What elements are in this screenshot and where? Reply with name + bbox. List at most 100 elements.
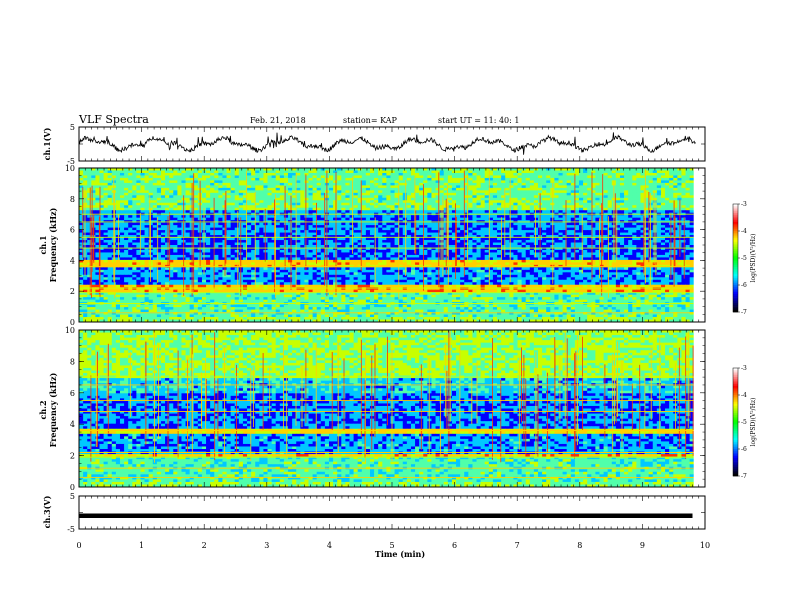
spectrogram-cell [390, 188, 395, 191]
spectrogram-cell [522, 173, 527, 176]
spectrogram-cell [686, 195, 691, 198]
spectrogram-cell [235, 170, 240, 173]
spectrogram-cell [173, 185, 178, 188]
spectrogram-cell [255, 180, 260, 183]
spectrogram-cell [382, 180, 387, 183]
spectrogram-cell [690, 178, 695, 181]
spectrogram-cell [665, 170, 670, 173]
spectrogram-cell [386, 193, 391, 196]
spectrogram-cell [218, 178, 223, 181]
spectrogram-cell [354, 180, 359, 183]
spectrogram-cell [649, 190, 654, 193]
spectrogram-cell [239, 190, 244, 193]
spectrogram-cell [440, 175, 445, 178]
spectrogram-cell [673, 193, 678, 196]
spectrogram-cell [358, 178, 363, 181]
spectrogram-cell [251, 173, 256, 176]
spectrogram-cell [124, 188, 129, 191]
spectrogram-cell [554, 173, 559, 176]
spectrogram-cell [206, 183, 211, 186]
spectrogram-cell [542, 190, 547, 193]
spectrogram-cell [362, 188, 367, 191]
spectrogram-cell [87, 185, 92, 188]
spectrogram-cell [341, 178, 346, 181]
spectrogram-cell [444, 180, 449, 183]
spectrogram-cell [653, 195, 658, 198]
spectrogram-cell [169, 188, 174, 191]
spectrogram-cell [456, 190, 461, 193]
spectrogram-cell [546, 193, 551, 196]
spectrogram-cell [227, 173, 232, 176]
spectrogram-cell [206, 200, 211, 203]
spectrogram-cell [538, 173, 543, 176]
spectrogram-cell [239, 170, 244, 173]
spectrogram-cell [620, 198, 625, 201]
spectrogram-cell [546, 188, 551, 191]
spectrogram-cell [653, 185, 658, 188]
spectrogram-cell [599, 178, 604, 181]
spectrogram-cell [149, 200, 154, 203]
spectrogram-cell [681, 185, 686, 188]
spectrogram-cell [317, 195, 322, 198]
spectrogram-cell [95, 170, 100, 173]
spectrogram-cell [309, 178, 314, 181]
spectrogram-cell [550, 173, 555, 176]
spectrogram-cell [91, 183, 96, 186]
spectrogram-cell [108, 200, 113, 203]
spectrogram-cell [472, 175, 477, 178]
spectrogram-cell [259, 180, 264, 183]
spectrogram-cell [276, 185, 281, 188]
spectrogram-cell [518, 190, 523, 193]
spectrogram-cell [276, 200, 281, 203]
spectrogram-cell [202, 193, 207, 196]
spectrogram-cell [227, 188, 232, 191]
spectrogram-cell [333, 188, 338, 191]
spectrogram-cell [587, 198, 592, 201]
spectrogram-cell [317, 178, 322, 181]
spectrogram-cell [284, 198, 289, 201]
spectrogram-cell [427, 180, 432, 183]
spectrogram-cell [534, 198, 539, 201]
spectrogram-cell [522, 195, 527, 198]
spectrogram-cell [669, 195, 674, 198]
spectrogram-cell [546, 173, 551, 176]
spectrogram-cell [681, 178, 686, 181]
spectrogram-cell [333, 193, 338, 196]
spectrogram-cell [349, 175, 354, 178]
spectrogram-cell [83, 178, 88, 181]
spectrogram-cell [304, 193, 309, 196]
spectrogram-cell [91, 178, 96, 181]
spectrogram-cell [526, 180, 531, 183]
spectrogram-cell [317, 185, 322, 188]
spectrogram-cell [632, 185, 637, 188]
spectrogram-cell [640, 185, 645, 188]
spectrogram-cell [124, 173, 129, 176]
spectrogram-cell [534, 183, 539, 186]
spectrogram-cell [595, 185, 600, 188]
spectrogram-cell [128, 195, 133, 198]
spectrogram-cell [452, 198, 457, 201]
spectrogram-cell [177, 170, 182, 173]
spectrogram-cell [513, 173, 518, 176]
spectrogram-cell [657, 180, 662, 183]
spectrogram-cell [108, 170, 113, 173]
spectrogram-cell [448, 173, 453, 176]
spectrogram-cell [431, 193, 436, 196]
spectrogram-cell [440, 190, 445, 193]
spectrogram-cell [624, 185, 629, 188]
spectrogram-cell [665, 173, 670, 176]
spectrogram-cell [546, 170, 551, 173]
spectrogram-cell [99, 170, 104, 173]
spectrogram-cell [378, 173, 383, 176]
spectrogram-cell [608, 183, 613, 186]
spectrogram-cell [485, 185, 490, 188]
spectrogram-cell [632, 173, 637, 176]
spectrogram-cell [415, 198, 420, 201]
spectrogram-cell [296, 178, 301, 181]
spectrogram-cell [120, 195, 125, 198]
spectrogram-cell [436, 178, 441, 181]
spectrogram-cell [538, 180, 543, 183]
spectrogram-cell [132, 175, 137, 178]
spectrogram-cell [669, 183, 674, 186]
spectrogram-cell [288, 180, 293, 183]
